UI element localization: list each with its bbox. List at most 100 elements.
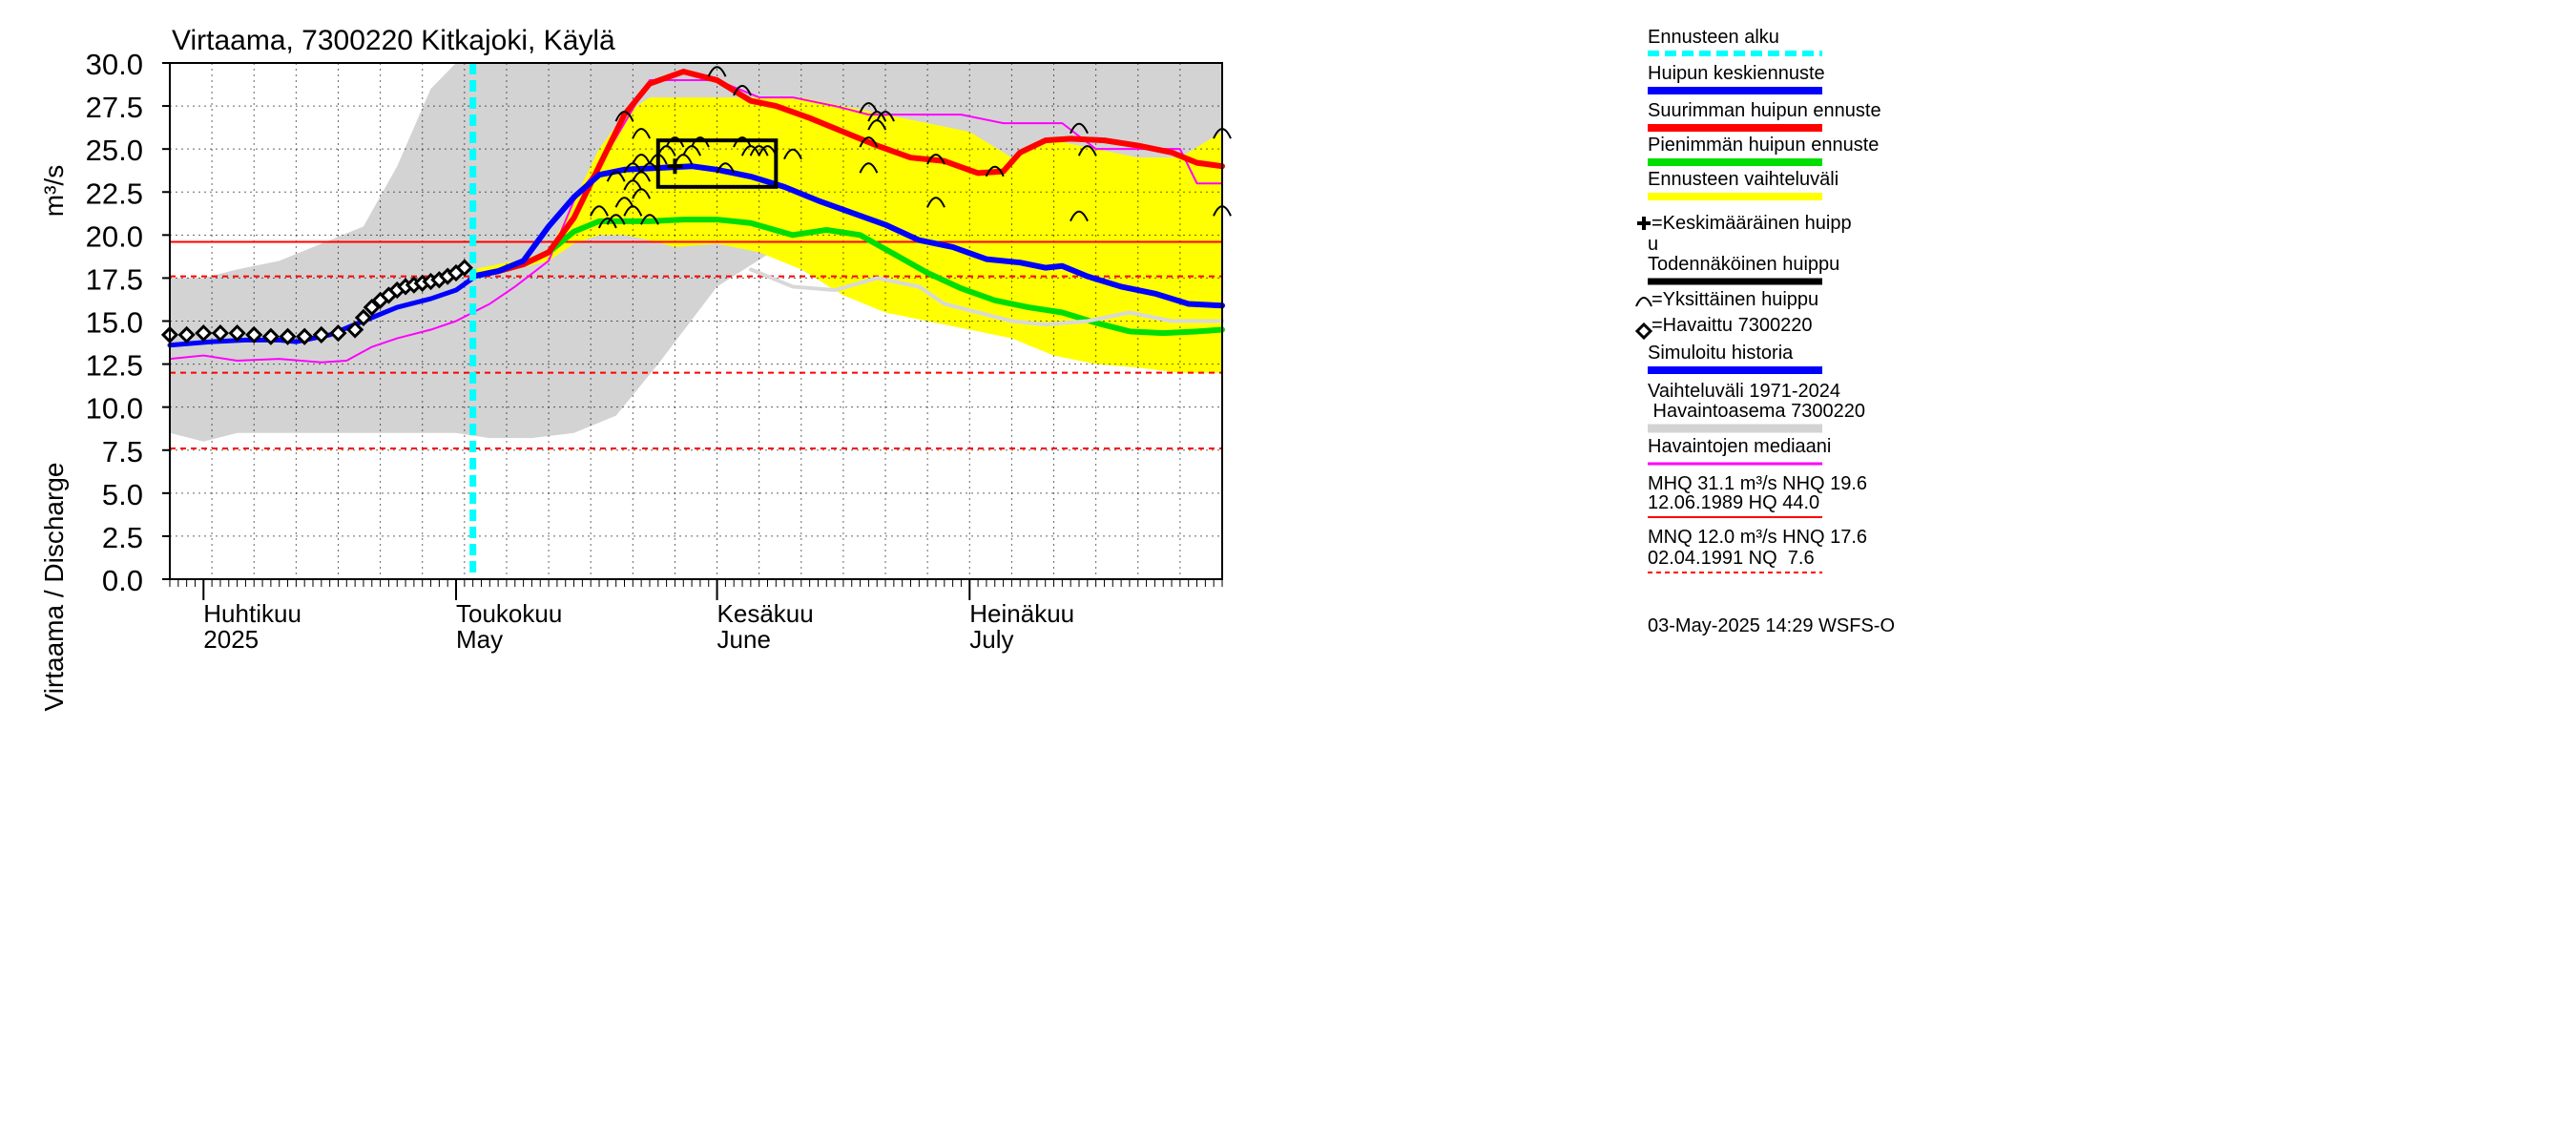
individual-peak-marker [590,205,609,217]
legend-forecast-range-label: Ennusteen vaihteluväli [1648,169,1839,190]
y-tick-label: 15.0 [86,306,143,340]
x-month-label: Heinäkuu [969,599,1074,628]
series-line-5 [748,267,1224,327]
legend-mean-peak-label-wrap: u [1648,234,1658,255]
timestamp: 03-May-2025 14:29 WSFS-O [1648,615,1895,636]
x-month-label-en: July [969,625,1013,654]
individual-peak-marker [707,66,727,77]
legend-min-forecast-label: Pienimmän huipun ennuste [1648,135,1879,156]
legend-likely-peak-label: Todennäköinen huippu [1648,254,1839,275]
legend-single-peak-label: =Yksittäinen huippu [1652,289,1818,310]
legend-observed-label: =Havaittu 7300220 [1652,315,1812,336]
observed-diamond [195,324,213,343]
legend-median-label: Havaintojen mediaani [1648,436,1831,457]
legend-mean-peak-label: =Keskimääräinen huipp [1652,213,1852,234]
discharge-chart: Virtaama, 7300220 Kitkajoki, Käylä Virta… [39,25,1232,712]
legend-mean-peak-cross-icon [1637,217,1651,230]
legend-hist-range-label-2: Havaintoasema 7300220 [1648,401,1865,422]
observed-diamond [211,324,230,343]
y-tick-label: 25.0 [86,134,143,167]
mean-peak-cross [667,158,683,175]
individual-peak-marker [859,102,879,114]
individual-peak-marker [665,136,685,148]
x-month-label-en: May [456,625,503,654]
legend-max-forecast-label: Suurimman huipun ennuste [1648,100,1881,121]
series-line-2 [469,217,1225,337]
individual-peak-marker [632,188,652,199]
individual-peak-marker [876,111,895,122]
legend-hist-range-label: Vaihteluväli 1971-2024 [1648,381,1840,402]
y-tick-label: 22.5 [86,177,143,210]
legend-observed-diamond-icon [1634,322,1653,341]
observed-diamond [329,324,347,343]
individual-peak-marker [1077,145,1097,156]
likely-peak-rectangle [655,138,779,189]
individual-peak-marker [623,205,643,217]
y-tick-label: 10.0 [86,392,143,426]
individual-peak-marker [749,145,769,156]
individual-peak-marker [606,171,626,182]
y-tick-label: 7.5 [102,435,143,468]
individual-peak-marker [632,128,652,139]
observed-diamond [177,325,196,344]
legend-mean-forecast-label: Huipun keskiennuste [1648,63,1825,84]
legend-stats-low-line1: MNQ 12.0 m³/s HNQ 17.6 [1648,527,1867,548]
individual-peak-marker [926,154,945,165]
observed-diamond [245,325,263,344]
legend-stats-high-line1: MHQ 31.1 m³/s NHQ 19.6 [1648,473,1867,494]
individual-peak-marker [985,165,1005,177]
observed-diamond [279,327,297,345]
chart-title: Virtaama, 7300220 Kitkajoki, Käylä [172,25,615,56]
x-month-label: Toukokuu [456,599,562,628]
observed-diamond [296,327,314,345]
observed-markers [160,259,473,345]
likely-peak-box [655,138,779,189]
reference-lines [170,240,1222,449]
individual-peak-marker [597,217,617,229]
observed-diamond [261,327,280,345]
individual-peak-marker [614,197,634,208]
individual-peak-marker [1070,122,1089,135]
y-tick-label: 27.5 [86,91,143,124]
individual-peak-marker [716,162,736,174]
individual-peak-marker [691,136,710,148]
individual-peak-marker [733,136,752,148]
y-axis-unit: m³/s [39,165,69,217]
individual-peak-marker [733,85,752,96]
individual-peak-marker [867,111,887,122]
individual-peak-marker [606,214,626,225]
legend-stats-high-line2: 12.06.1989 HQ 44.0 [1648,492,1819,513]
y-tick-label: 5.0 [102,478,143,511]
x-month-label: Kesäkuu [717,599,814,628]
x-month-label-en: 2025 [203,625,259,654]
axes: 0.0 2.5 5.0 7.5 10.0 12.5 15.0 17.5 20.0 22.5 25.0… [86,48,1223,654]
series-line-0 [169,79,1223,364]
observed-diamond [455,259,473,277]
series-line-4 [469,163,1225,309]
y-tick-label: 12.5 [86,349,143,383]
legend-simulated-label: Simuloitu historia [1648,343,1794,364]
legend-single-peak-icon [1635,297,1652,307]
y-tick-label: 20.0 [86,219,143,253]
individual-peak-marker [783,148,802,160]
y-axis-label: Virtaama / Discharge [39,463,69,712]
individual-peak-marker [740,145,760,156]
legend-forecast-start-label: Ennusteen alku [1648,27,1779,48]
observed-diamond [346,321,364,339]
y-tick-label: 30.0 [86,48,143,81]
x-month-label-en: June [717,625,771,654]
y-tick-label: 17.5 [86,262,143,296]
individual-peak-marker [632,154,652,165]
individual-peak-marker [859,136,879,148]
x-month-label: Huhtikuu [203,599,301,628]
y-tick-label: 0.0 [102,564,143,597]
legend: Ennusteen alku Huipun keskiennuste Suuri… [1634,27,1895,636]
observed-diamond [312,325,330,344]
legend-stats-low-line2: 02.04.1991 NQ 7.6 [1648,548,1815,569]
y-tick-label: 2.5 [102,521,143,554]
individual-peak-marker [859,162,879,174]
observed-diamond [228,324,246,343]
observed-diamond [354,308,373,327]
individual-peak-marker [614,111,634,122]
individual-peak-marker [1070,210,1089,222]
